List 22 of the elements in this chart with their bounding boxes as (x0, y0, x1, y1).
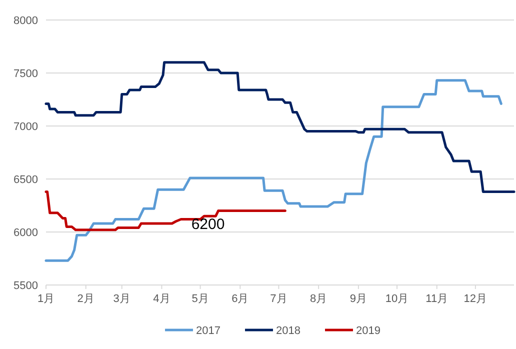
y-tick-label: 7000 (14, 121, 38, 133)
x-tick-label: 8月 (310, 293, 328, 305)
legend-label: 2019 (356, 325, 380, 337)
x-tick-label: 1月 (37, 293, 55, 305)
y-tick-label: 5500 (14, 280, 38, 292)
x-tick-label: 9月 (350, 293, 367, 305)
y-tick-label: 7500 (14, 68, 38, 80)
x-tick-label: 5月 (192, 293, 209, 305)
y-tick-label: 6500 (14, 174, 38, 186)
x-tick-label: 10月 (385, 293, 409, 305)
x-tick-label: 3月 (113, 293, 130, 305)
annotation: 6200 (191, 216, 225, 233)
legend-label: 2017 (196, 325, 220, 337)
y-tick-label: 8000 (14, 15, 38, 27)
x-tick-label: 7月 (270, 293, 288, 305)
legend-label: 2018 (276, 325, 300, 337)
x-tick-label: 4月 (153, 293, 170, 305)
x-tick-label: 6月 (232, 293, 249, 305)
x-tick-label: 12月 (464, 293, 488, 305)
x-tick-label: 11月 (426, 293, 448, 305)
y-tick-label: 6000 (14, 227, 38, 239)
x-tick-label: 2月 (77, 293, 94, 305)
